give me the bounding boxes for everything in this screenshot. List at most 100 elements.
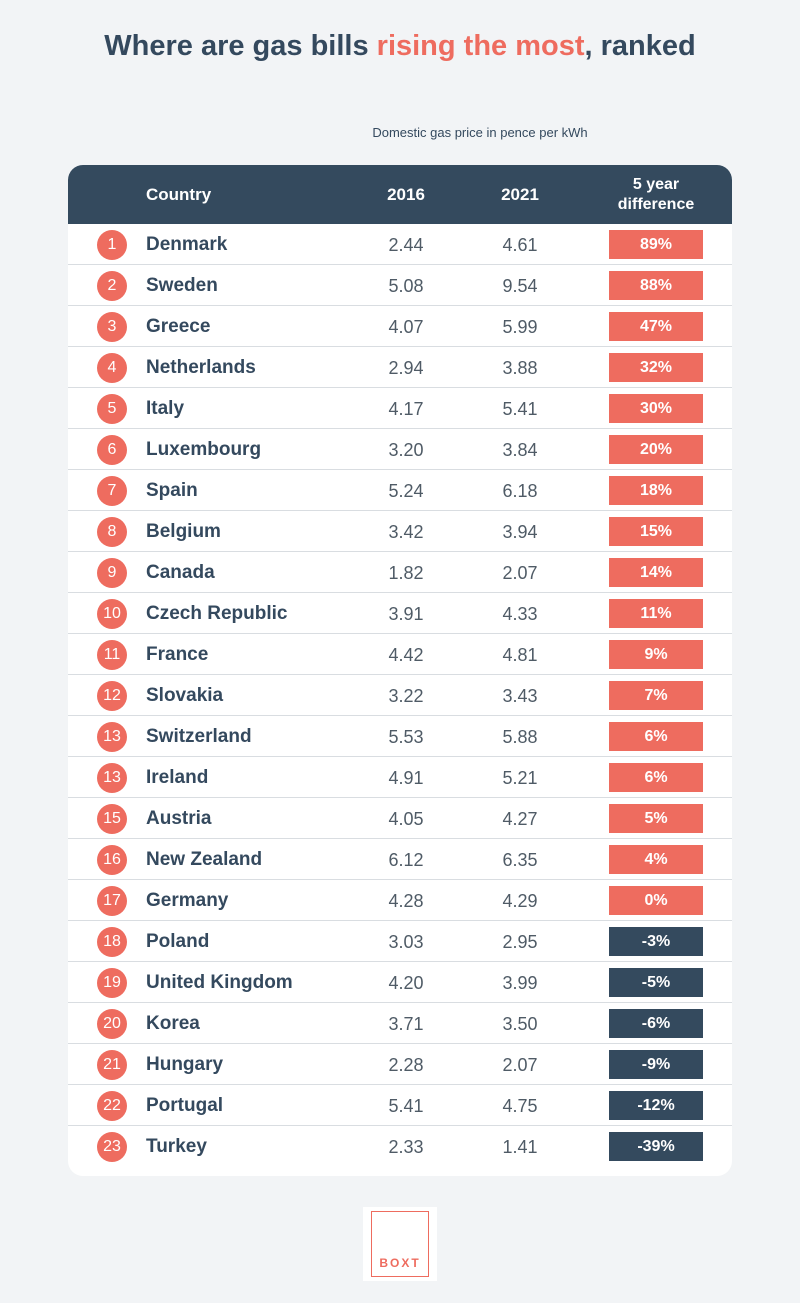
country-name: Turkey [146,1136,207,1157]
country-name: Denmark [146,234,228,255]
boxt-logo: BOXT [363,1207,437,1281]
price-2016: 2.94 [388,358,424,378]
table-row: 18 Poland 3.03 2.95 -3% [68,921,732,962]
rank-badge: 10 [97,599,127,629]
rank-badge: 15 [97,804,127,834]
table-row: 20 Korea 3.71 3.50 -6% [68,1003,732,1044]
difference-badge: 9% [609,640,703,669]
price-2021: 4.81 [502,645,538,665]
table-row: 11 France 4.42 4.81 9% [68,634,732,675]
price-unit-caption: Domestic gas price in pence per kWh [372,125,588,140]
price-2021: 5.41 [502,399,538,419]
country-name: Korea [146,1013,200,1034]
price-2016: 2.33 [388,1137,424,1157]
price-2021: 4.27 [502,809,538,829]
table-row: 5 Italy 4.17 5.41 30% [68,388,732,429]
table-row: 12 Slovakia 3.22 3.43 7% [68,675,732,716]
table-row: 1 Denmark 2.44 4.61 89% [68,224,732,265]
rank-badge: 9 [97,558,127,588]
table-row: 9 Canada 1.82 2.07 14% [68,552,732,593]
price-2021: 2.07 [502,563,538,583]
rank-badge: 16 [97,845,127,875]
difference-badge: -9% [609,1050,703,1079]
rank-badge: 2 [97,271,127,301]
rank-badge: 17 [97,886,127,916]
logo-text: BOXT [379,1256,421,1270]
difference-badge: -5% [609,968,703,997]
price-2016: 4.91 [388,768,424,788]
country-name: United Kingdom [146,972,293,993]
difference-badge: 4% [609,845,703,874]
price-2016: 4.07 [388,317,424,337]
difference-badge: 88% [609,271,703,300]
page-title: Where are gas bills rising the most, ran… [0,30,800,63]
price-2021: 6.18 [502,481,538,501]
ranking-table: Country 2016 2021 5 year difference 1 Denm… [68,165,732,1176]
price-2021: 5.99 [502,317,538,337]
difference-badge: 7% [609,681,703,710]
header-2016: 2016 [387,185,425,204]
price-2021: 4.29 [502,891,538,911]
price-2016: 4.28 [388,891,424,911]
price-2016: 2.44 [388,235,424,255]
price-2021: 3.99 [502,973,538,993]
table-row: 13 Switzerland 5.53 5.88 6% [68,716,732,757]
difference-badge: 30% [609,394,703,423]
rank-badge: 3 [97,312,127,342]
price-2016: 3.03 [388,932,424,952]
header-diff-line1: 5 year [632,176,680,193]
price-2021: 5.21 [502,768,538,788]
country-name: New Zealand [146,849,263,870]
price-2016: 5.08 [388,276,424,296]
country-name: France [146,644,209,665]
table-row: 6 Luxembourg 3.20 3.84 20% [68,429,732,470]
price-2021: 3.43 [502,686,538,706]
header-country: Country [146,185,212,204]
price-2016: 3.71 [388,1014,424,1034]
country-name: Belgium [146,521,221,542]
difference-badge: 5% [609,804,703,833]
difference-badge: 32% [609,353,703,382]
table-row: 22 Portugal 5.41 4.75 -12% [68,1085,732,1126]
header-diff-line2: difference [617,196,695,213]
title-highlight: rising the most [376,30,585,62]
difference-badge: 6% [609,722,703,751]
rank-badge: 12 [97,681,127,711]
rank-badge: 6 [97,435,127,465]
rank-badge: 1 [97,230,127,260]
country-name: Netherlands [146,357,256,378]
price-2021: 5.88 [502,727,538,747]
rank-badge: 22 [97,1091,127,1121]
country-name: Switzerland [146,726,252,747]
difference-badge: 14% [609,558,703,587]
country-name: Germany [146,890,229,911]
price-2016: 3.42 [388,522,424,542]
rank-badge: 8 [97,517,127,547]
country-name: Luxembourg [146,439,262,460]
table-row: 4 Netherlands 2.94 3.88 32% [68,347,732,388]
price-2021: 3.94 [502,522,538,542]
table-row: 15 Austria 4.05 4.27 5% [68,798,732,839]
price-2016: 3.91 [388,604,424,624]
table-row: 19 United Kingdom 4.20 3.99 -5% [68,962,732,1003]
price-2016: 4.17 [388,399,424,419]
price-2016: 5.24 [388,481,424,501]
country-name: Greece [146,316,211,337]
header-2021: 2021 [501,185,539,204]
country-name: Ireland [146,767,209,788]
rank-badge: 18 [97,927,127,957]
difference-badge: 15% [609,517,703,546]
price-2016: 1.82 [388,563,424,583]
country-name: Austria [146,808,212,829]
difference-badge: -39% [609,1132,703,1161]
country-name: Spain [146,480,198,501]
price-2021: 3.50 [502,1014,538,1034]
table-body: 1 Denmark 2.44 4.61 89% 2 Sweden 5.08 9.54 88% 3 Gr… [68,224,732,1167]
rank-badge: 20 [97,1009,127,1039]
table-header: Country 2016 2021 5 year difference [68,165,732,224]
price-2021: 9.54 [502,276,538,296]
difference-badge: -12% [609,1091,703,1120]
difference-badge: 6% [609,763,703,792]
country-name: Czech Republic [146,603,288,624]
table-row: 21 Hungary 2.28 2.07 -9% [68,1044,732,1085]
